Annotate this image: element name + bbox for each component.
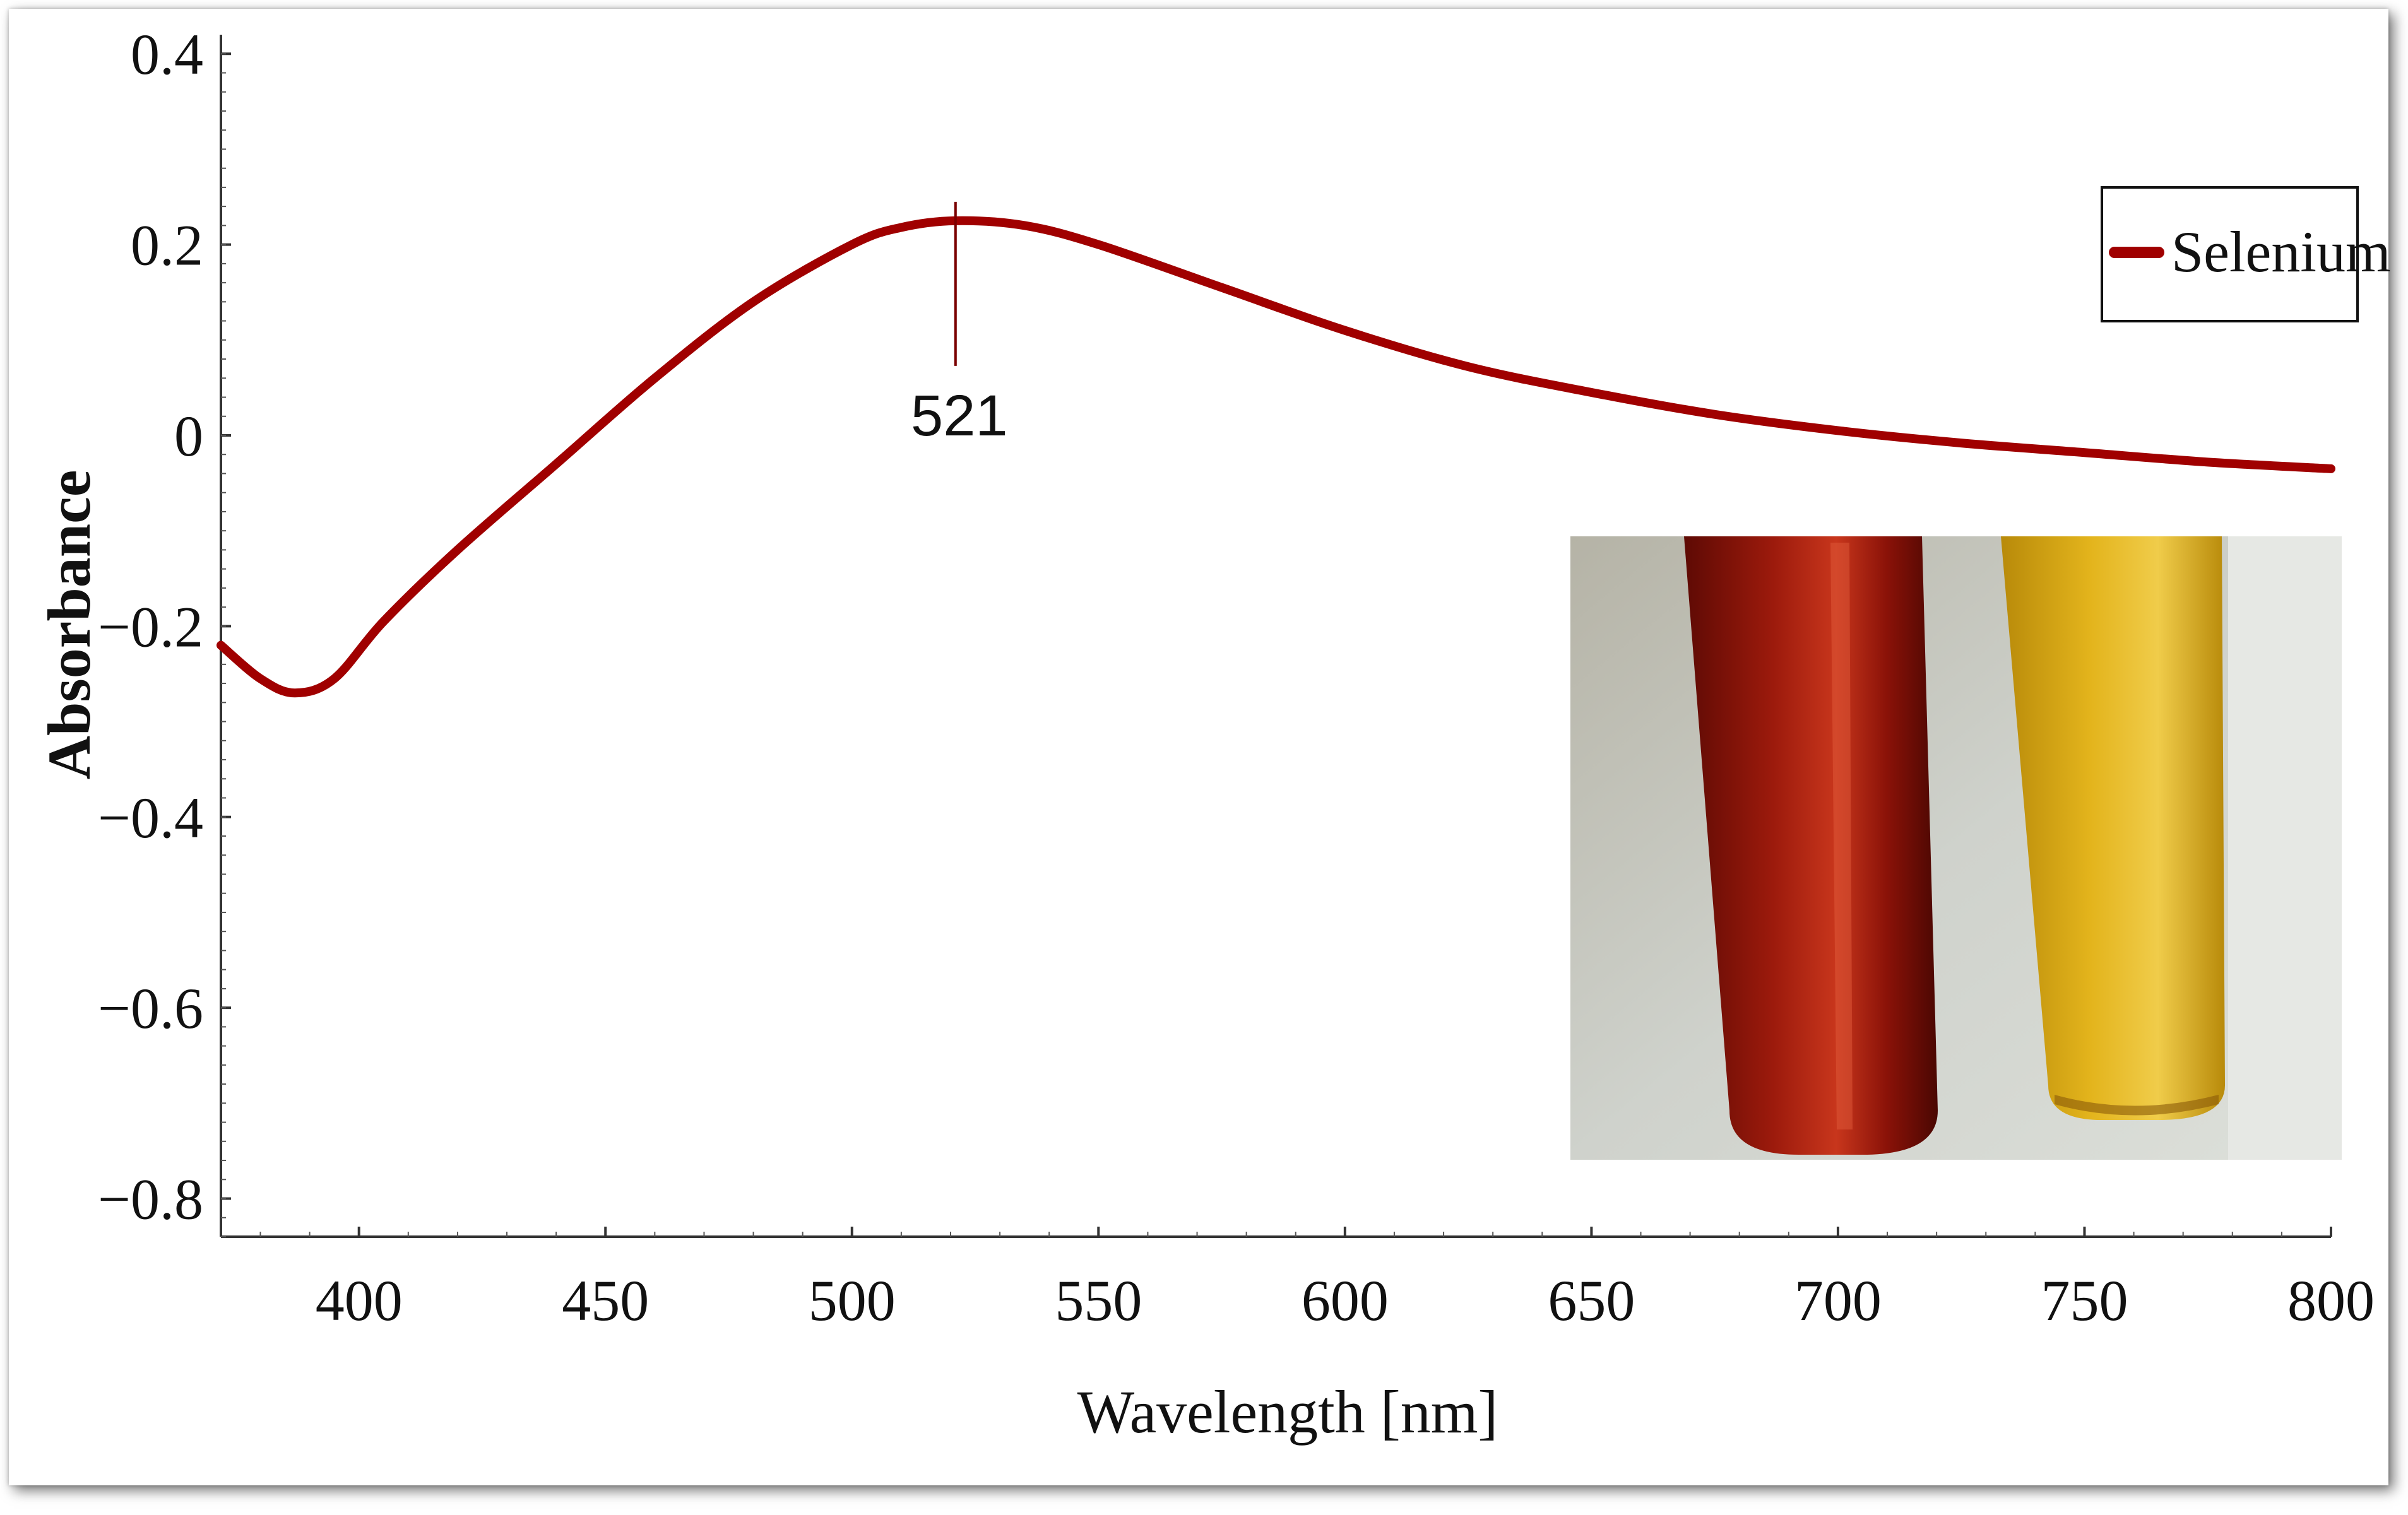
x-tick-label: 550 [1055, 1268, 1142, 1333]
axes: 0.4 0.2 0 −0.2 −0.4 −0.6 −0.8 400 450 500 550 600 6… [98, 22, 2375, 1333]
yellow-tube [2001, 536, 2225, 1120]
x-tick-label: 600 [1302, 1268, 1389, 1333]
red-tube [1684, 536, 1938, 1155]
x-tick-label: 650 [1548, 1268, 1635, 1333]
x-tick-label: 450 [562, 1268, 649, 1333]
test-tubes-photo [1570, 536, 2342, 1160]
y-axis-title: Absorbance [35, 470, 103, 780]
yellow-tube-sediment [2055, 1095, 2219, 1116]
x-tick-label: 700 [1794, 1268, 1882, 1333]
x-tick-label: 800 [2287, 1268, 2375, 1333]
x-tick-label: 750 [2041, 1268, 2128, 1333]
x-tick-label: 400 [316, 1268, 403, 1333]
y-tick-label: 0 [174, 404, 203, 468]
legend: Selenium [2101, 186, 2391, 322]
photo-right-wall [2228, 536, 2342, 1160]
x-axis-title: Wavelength [nm] [1077, 1378, 1498, 1446]
y-tick-label: 0.2 [131, 213, 203, 278]
y-tick-label: −0.4 [98, 786, 203, 850]
photo-background [1570, 536, 2342, 1160]
peak-annotation-label: 521 [911, 384, 1008, 448]
x-tick-label: 500 [809, 1268, 896, 1333]
y-tick-label: −0.2 [98, 594, 203, 659]
legend-label-selenium: Selenium [2171, 220, 2391, 284]
y-tick-label: −0.6 [98, 976, 203, 1040]
y-tick-label: −0.8 [98, 1167, 203, 1232]
y-tick-label: 0.4 [131, 22, 203, 86]
selenium-series-line [216, 216, 2335, 698]
red-tube-highlight [1830, 543, 1853, 1129]
